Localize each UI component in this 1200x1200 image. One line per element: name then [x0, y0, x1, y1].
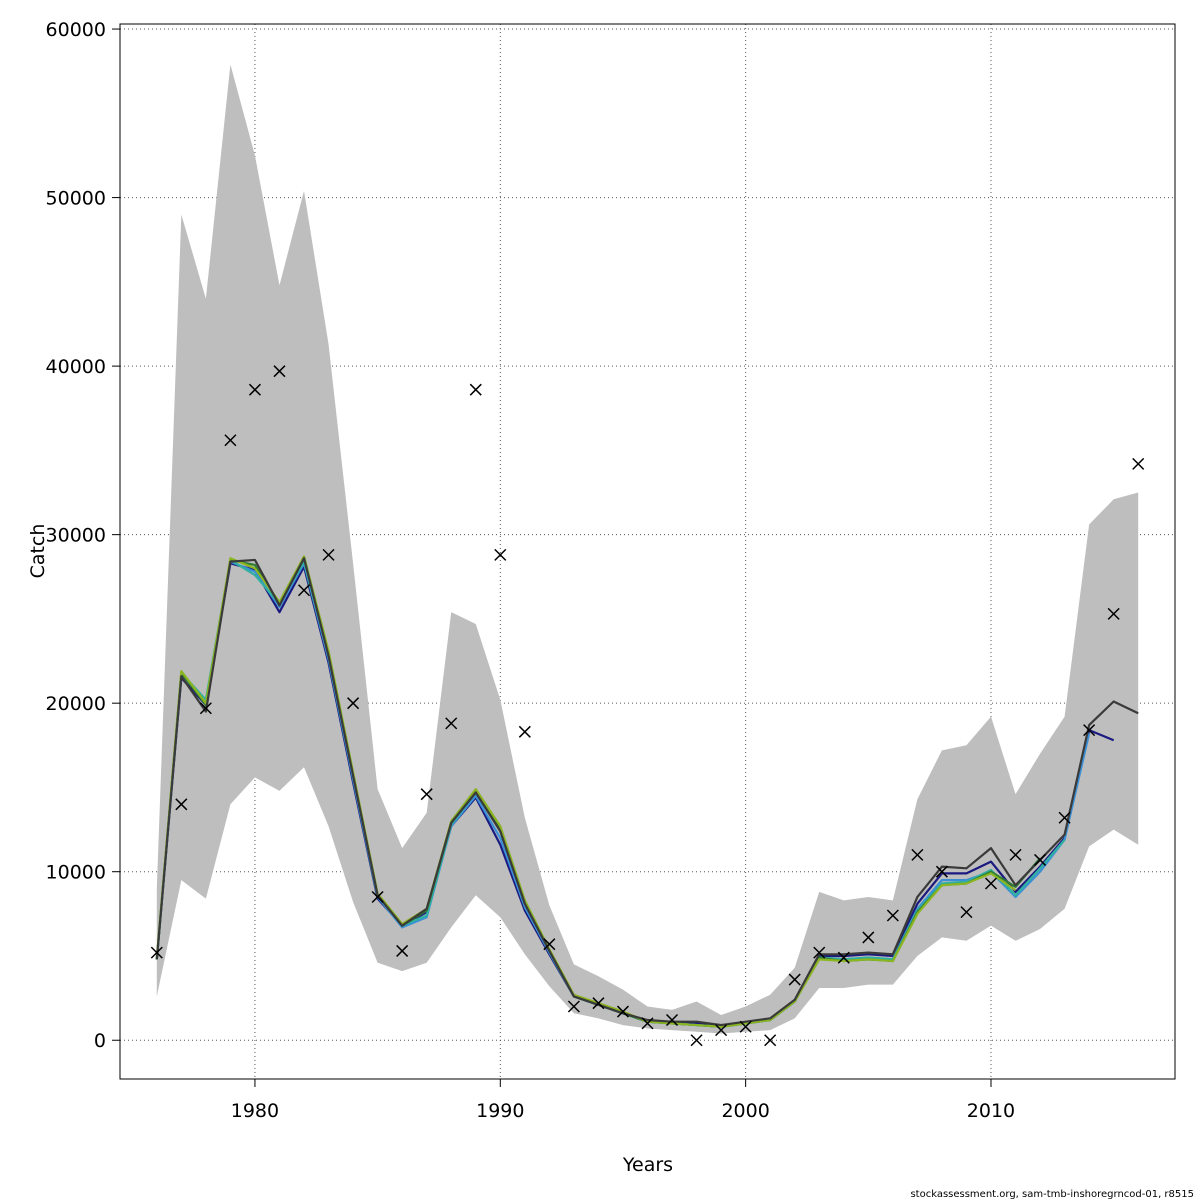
y-tick-label: 10000 — [46, 862, 106, 884]
observed-point — [273, 365, 286, 378]
footer-credit: stockassessment.org, sam-tmb-inshoregrnc… — [910, 1189, 1194, 1200]
series-line-main — [155, 557, 1139, 1027]
observed-point — [494, 548, 507, 561]
observed-point — [1058, 811, 1071, 824]
y-tick-label: 30000 — [46, 525, 106, 547]
observed-point — [984, 877, 998, 890]
observed-point — [1009, 848, 1022, 861]
observed-point — [862, 931, 875, 944]
confidence-band — [156, 64, 1139, 1034]
observed-point — [788, 973, 801, 986]
y-tick-label: 60000 — [46, 19, 106, 41]
observed-point — [371, 890, 384, 904]
x-tick-label: 1980 — [231, 1100, 279, 1122]
observed-point — [518, 725, 531, 738]
observed-point — [150, 946, 163, 959]
x-tick-label: 1990 — [476, 1100, 524, 1122]
observed-point — [641, 1017, 654, 1030]
observed-point — [396, 944, 409, 957]
x-axis-title: Years — [622, 1154, 673, 1176]
observed-point — [1107, 607, 1120, 620]
observed-point — [592, 997, 605, 1010]
observed-point — [886, 909, 899, 922]
series-layer — [155, 555, 1139, 1028]
observed-point — [935, 865, 948, 878]
confidence-band-layer — [156, 64, 1139, 1034]
observed-points-layer — [150, 365, 1145, 1047]
y-axis: 0 10000 20000 30000 40000 50000 60000 — [46, 19, 120, 1052]
observed-point — [248, 383, 261, 396]
observed-point — [715, 1024, 728, 1037]
observed-point — [911, 848, 924, 861]
observed-point — [567, 1000, 580, 1013]
observed-point — [616, 1005, 629, 1018]
observed-point — [690, 1034, 703, 1047]
observed-point — [1083, 724, 1096, 737]
observed-point — [1132, 457, 1145, 470]
observed-point — [666, 1013, 679, 1027]
observed-point — [445, 717, 458, 730]
observed-point — [420, 788, 433, 801]
observed-point — [175, 798, 188, 811]
observed-point — [543, 938, 556, 951]
observed-point — [347, 697, 360, 710]
y-tick-label: 40000 — [46, 356, 106, 378]
y-tick-label: 20000 — [46, 693, 106, 715]
x-tick-label: 2000 — [721, 1100, 769, 1122]
observed-point — [224, 434, 237, 447]
y-axis-title: Catch — [27, 524, 49, 579]
observed-point — [297, 584, 311, 597]
x-axis: 1980 1990 2000 2010 — [231, 1079, 1015, 1122]
observed-point — [960, 906, 973, 919]
x-tick-label: 2010 — [967, 1100, 1015, 1122]
plot-frame — [119, 23, 1176, 1080]
observed-point — [199, 702, 212, 715]
observed-point — [469, 383, 482, 396]
observed-point — [739, 1020, 752, 1033]
y-tick-label: 0 — [94, 1030, 106, 1052]
observed-point — [813, 946, 826, 959]
observed-point — [764, 1034, 777, 1047]
observed-point — [322, 548, 335, 561]
observed-point — [1034, 853, 1047, 866]
observed-point — [837, 951, 850, 964]
y-tick-label: 50000 — [46, 188, 106, 210]
